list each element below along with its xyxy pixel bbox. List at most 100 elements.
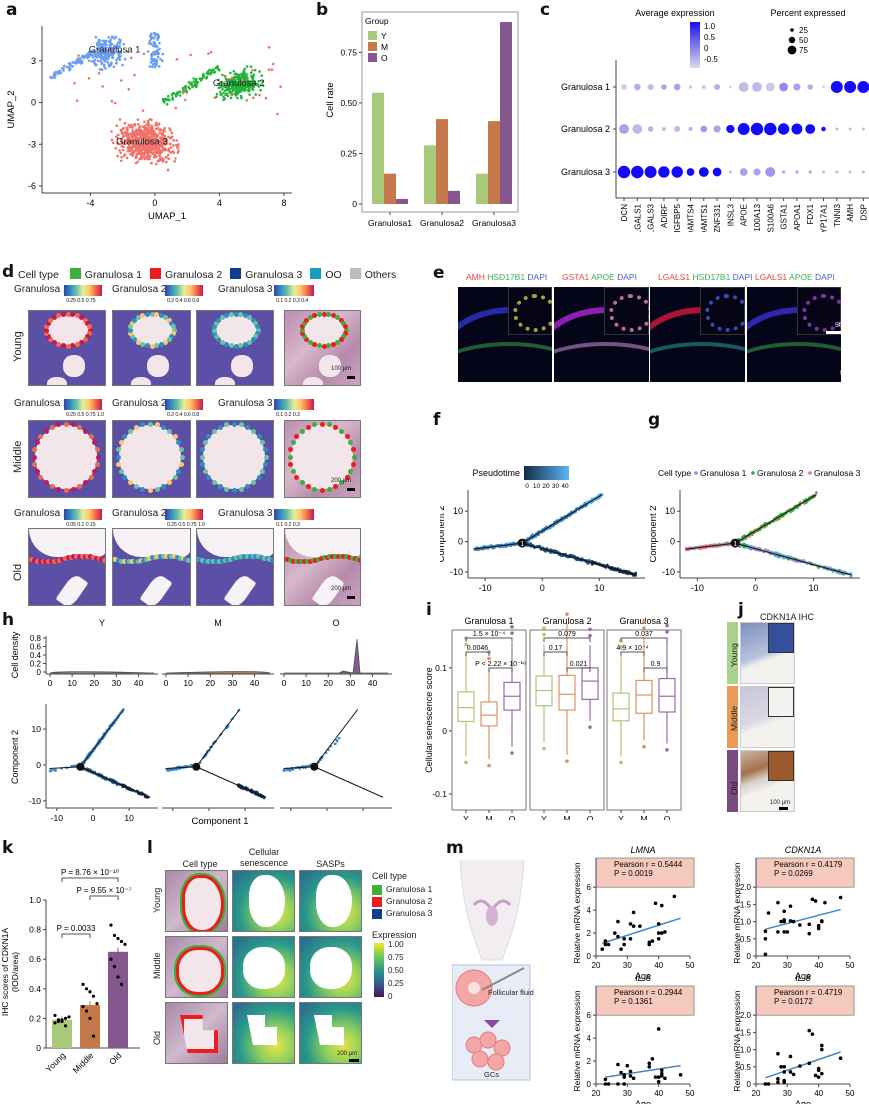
- dot: [753, 168, 761, 176]
- umap-point: [145, 123, 148, 126]
- umap-point: [106, 60, 110, 64]
- panel-label-i: i: [426, 600, 432, 620]
- umap-point: [257, 79, 260, 83]
- score-spatial-map: [232, 870, 295, 932]
- umap-point: [146, 119, 150, 123]
- regression-line: [602, 917, 681, 945]
- umap-point: [129, 56, 133, 60]
- dot: [750, 122, 764, 136]
- panel-label-h: h: [2, 610, 15, 630]
- trajectory-point: [285, 768, 288, 772]
- y-axis-label: Relative mRNA expression: [572, 862, 582, 963]
- spot: [355, 557, 360, 563]
- umap-point: [126, 149, 130, 153]
- data-point: [628, 1069, 633, 1074]
- spot: [43, 428, 49, 434]
- umap-point: [178, 94, 182, 97]
- umap-point: [139, 128, 143, 132]
- umap-point: [161, 160, 165, 163]
- spot: [256, 475, 262, 481]
- column-title: Cell type: [182, 859, 218, 869]
- umap-point: [178, 90, 181, 94]
- umap-point: [243, 67, 246, 71]
- data-point: [656, 1079, 661, 1084]
- inset-image: [768, 623, 794, 653]
- data-point: [660, 1068, 664, 1073]
- trajectory-points: [684, 491, 853, 578]
- spot: [321, 343, 327, 349]
- umap-point: [117, 133, 120, 137]
- umap-point: [187, 80, 191, 84]
- data-point: [119, 939, 124, 944]
- y-axis-label: Cell density: [10, 631, 20, 678]
- outlier: [642, 620, 646, 624]
- spot: [344, 554, 350, 560]
- umap-point: [111, 141, 115, 145]
- y-axis-label: Component 2: [440, 505, 447, 562]
- data-point: [660, 1074, 664, 1078]
- dot: [647, 83, 654, 91]
- data-point: [776, 930, 780, 934]
- spot: [238, 486, 244, 492]
- inset-tissue: [705, 294, 745, 332]
- spot: [242, 553, 248, 559]
- y-tick-label: 0.2: [30, 660, 42, 669]
- pearson-label: Pearson r = 0.4179: [774, 860, 843, 869]
- y-tick-label: 2: [587, 929, 592, 938]
- x-tick-label: 40: [134, 678, 144, 688]
- spot: [172, 554, 178, 560]
- spot: [288, 447, 294, 453]
- data-point: [779, 1065, 783, 1069]
- spot: [338, 337, 344, 343]
- spot: [260, 440, 266, 446]
- spot: [358, 557, 360, 563]
- tissue-band: [747, 307, 841, 382]
- spot: [49, 484, 55, 490]
- umap-point: [148, 140, 152, 143]
- spot: [115, 454, 121, 460]
- umap-point: [157, 35, 160, 38]
- umap-point: [131, 126, 134, 129]
- umap-point: [152, 44, 156, 48]
- umap-point: [127, 88, 131, 91]
- celltype-spatial-map: [165, 870, 228, 932]
- y-tick-label: 0.50: [340, 98, 357, 108]
- umap-point: [251, 96, 255, 100]
- p-value-label: 1.5 × 10⁻⁴: [473, 631, 505, 638]
- tissue-band: [650, 307, 745, 382]
- umap-point: [88, 51, 91, 54]
- legend-swatch: [310, 268, 322, 279]
- spot: [326, 422, 332, 428]
- data-point: [56, 1018, 61, 1022]
- umap-point: [249, 65, 253, 69]
- spot: [144, 311, 150, 317]
- gene-label: IGFBP5: [673, 203, 682, 232]
- dot: [779, 82, 788, 92]
- outlier: [665, 623, 669, 628]
- outlier: [565, 612, 569, 617]
- spot: [338, 317, 344, 323]
- ihc-score-bar-chart: 0 0.2 0.4 0.6 0.8 1.0 IHC scores of CDKN1A (IOD…: [0, 868, 140, 1075]
- spot: [127, 428, 133, 434]
- data-point: [810, 897, 815, 902]
- spot: [75, 313, 81, 319]
- legend-title: Cell type: [18, 269, 59, 281]
- umap-point: [116, 142, 120, 146]
- umap-point: [171, 96, 174, 99]
- umap-point: [104, 41, 107, 45]
- gene-label: DSP: [859, 204, 868, 220]
- umap-point: [100, 48, 104, 52]
- lumen: [47, 377, 67, 385]
- spot: [65, 555, 71, 561]
- data-point: [663, 930, 667, 934]
- umap-point: [138, 126, 141, 130]
- umap-point: [129, 152, 132, 156]
- spot: [93, 555, 99, 561]
- colorbar-tick: 20: [542, 483, 550, 490]
- fluorescence-image: [747, 287, 841, 382]
- trajectory-line: [735, 542, 852, 576]
- spot: [172, 475, 178, 481]
- stain-name: APOE: [591, 272, 618, 282]
- umap-point: [156, 123, 160, 127]
- umap-point: [114, 146, 118, 150]
